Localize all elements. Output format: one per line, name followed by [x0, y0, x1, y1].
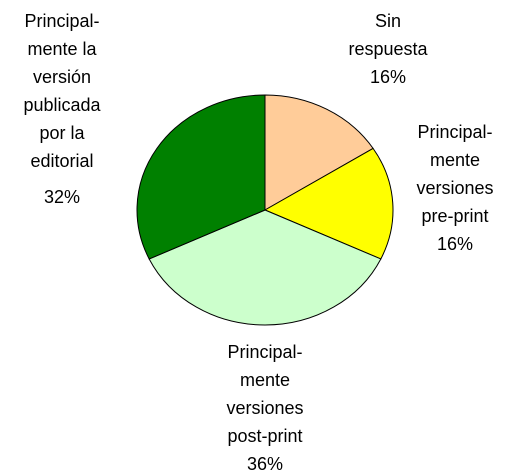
- slice-label: Principal-: [227, 342, 302, 362]
- slice-label: versiones: [226, 398, 303, 418]
- slice-label: por la: [39, 123, 85, 143]
- value-label: 36%: [247, 454, 283, 474]
- slice-label: mente la: [27, 39, 97, 59]
- slice-label: mente: [430, 150, 480, 170]
- slice-label: editorial: [30, 151, 93, 171]
- value-label: 16%: [370, 67, 406, 87]
- slice-label: versiones: [416, 178, 493, 198]
- slice-label: post-print: [227, 426, 302, 446]
- pie-slice: [148, 209, 382, 326]
- slice-label: publicada: [23, 95, 101, 115]
- value-label: 32%: [44, 187, 80, 207]
- slice-label: Sin: [375, 11, 401, 31]
- slice-label: respuesta: [348, 39, 428, 59]
- slice-label: mente: [240, 370, 290, 390]
- pie-slice: [263, 147, 394, 260]
- value-label: 16%: [437, 234, 473, 254]
- slice-label: versión: [33, 67, 91, 87]
- slice-label: Principal-: [417, 122, 492, 142]
- pie-slice: [264, 94, 374, 211]
- pie-slice: [136, 94, 266, 260]
- slice-label: Principal-: [24, 11, 99, 31]
- slice-label: pre-print: [421, 206, 488, 226]
